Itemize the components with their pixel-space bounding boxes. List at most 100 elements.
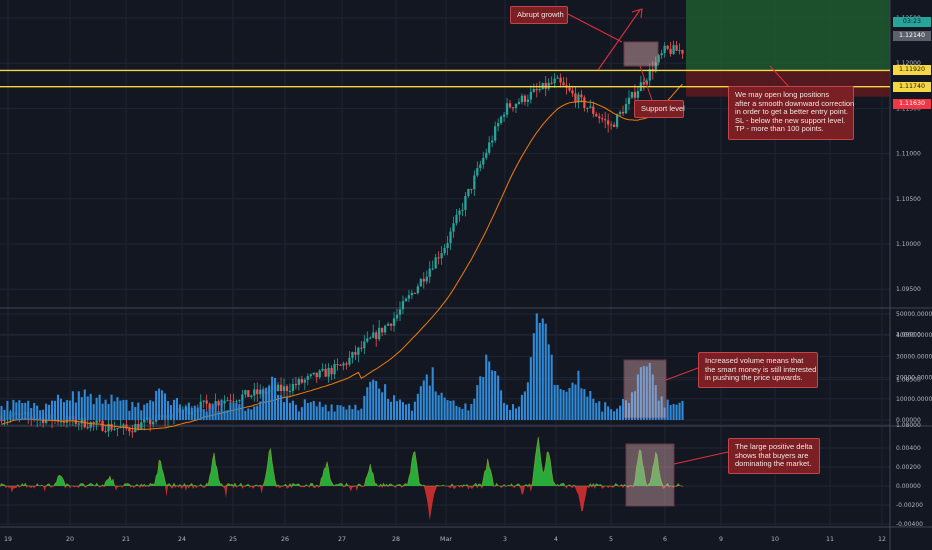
volume-bar-60: [178, 404, 181, 420]
delta-histogram: [0, 436, 684, 521]
candle-body-160: [476, 168, 479, 176]
volume-bar-220: [654, 385, 657, 420]
candle-body-26: [77, 423, 80, 425]
volume-bar-132: [393, 395, 396, 420]
volume-bar-65: [193, 405, 196, 420]
candle-body-131: [389, 323, 393, 326]
candle-body-197: [586, 107, 589, 109]
candle-body-20: [59, 421, 63, 423]
volume-bar-174: [517, 406, 520, 420]
volume-bar-165: [491, 370, 494, 420]
candle-body-220: [654, 62, 657, 72]
candle-body-34: [101, 420, 104, 431]
candle-body-124: [369, 337, 372, 339]
candle-body-199: [592, 106, 595, 115]
delta-note: The large positive delta shows that buye…: [728, 438, 820, 474]
highlight-boxes: [623, 41, 675, 507]
candle-body-205: [610, 124, 613, 126]
ma-line: [1, 83, 683, 431]
volume-bar-28: [83, 389, 86, 420]
volume-bar-104: [309, 402, 312, 420]
volume-bar-200: [595, 402, 598, 420]
volume-bar-227: [675, 404, 678, 420]
candle-body-168: [499, 116, 503, 124]
volume-bar-55: [164, 393, 167, 420]
volume-bar-226: [672, 403, 675, 420]
candle-body-43: [128, 428, 131, 432]
volume-bar-100: [297, 411, 300, 420]
volume-bar-123: [366, 387, 369, 420]
volume-bar-121: [360, 408, 363, 420]
candle-body-132: [392, 318, 396, 326]
candle-body-104: [309, 374, 312, 377]
volume-bar-79: [235, 402, 238, 420]
volume-bar-80: [238, 404, 241, 420]
candle-body-175: [520, 95, 524, 103]
time-tick-label: 12: [878, 536, 886, 543]
volume-tick-label: 20000.00000: [896, 375, 932, 382]
candle-body-224: [666, 45, 669, 49]
volume-bar-122: [363, 395, 366, 420]
volume-bar-193: [574, 384, 577, 420]
candle-body-185: [550, 82, 553, 84]
candle-body-86: [256, 389, 259, 395]
candle-body-116: [345, 363, 348, 365]
volume-bar-212: [630, 392, 633, 420]
volume-bar-68: [202, 409, 205, 420]
volume-tick-label: 30000.00000: [896, 353, 932, 360]
volume-bar-2: [6, 400, 9, 420]
candle-body-209: [621, 111, 625, 114]
volume-bar-13: [39, 410, 42, 420]
volume-bar-40: [119, 400, 122, 420]
volume-bar-4: [12, 399, 15, 420]
candle-body-167: [497, 123, 500, 127]
volume-bar-75: [223, 410, 226, 420]
candle-body-135: [401, 301, 405, 310]
volume-bar-85: [253, 406, 256, 420]
volume-bar-173: [514, 408, 518, 420]
volume-tick-label: 50000.00000: [896, 311, 932, 318]
volume-bar-29: [86, 396, 89, 420]
volume-bar-147: [437, 395, 440, 420]
candle-body-226: [672, 45, 675, 54]
time-tick-label: 21: [122, 536, 130, 543]
price-label-4: 1.11630: [893, 98, 931, 109]
volume-bar-57: [169, 405, 173, 420]
candle-body-96: [285, 386, 289, 392]
candle-body-47: [140, 422, 143, 430]
candle-body-112: [333, 364, 336, 375]
volume-bar-130: [387, 398, 390, 420]
volume-bar-161: [479, 376, 482, 420]
price-label-3: 1.11740: [893, 81, 931, 92]
main-strategy-note: We may open long positions after a smoot…: [728, 86, 854, 140]
candle-body-118: [351, 352, 354, 358]
candle-body-176: [523, 95, 527, 102]
volume-bar-98: [291, 400, 294, 420]
volume-bar-74: [220, 399, 223, 420]
volume-bar-99: [294, 404, 297, 420]
volume-bar-30: [89, 393, 92, 420]
time-tick-label: 4: [554, 536, 558, 543]
volume-bar-183: [544, 323, 547, 420]
volume-bar-150: [446, 400, 449, 420]
volume-bar-24: [71, 391, 74, 420]
volume-bar-45: [134, 406, 137, 420]
volume-bar-108: [321, 406, 324, 420]
volume-bar-225: [669, 404, 672, 420]
candle-body-173: [514, 103, 518, 108]
candle-body-33: [98, 420, 101, 422]
volume-bar-167: [497, 375, 500, 420]
volume-bar-73: [217, 411, 220, 420]
candle-body-119: [354, 352, 357, 355]
volume-bar-86: [256, 405, 259, 420]
candle-body-121: [360, 347, 363, 349]
candle-body-35: [104, 430, 107, 432]
volume-bar-61: [181, 409, 184, 420]
candle-body-126: [375, 332, 378, 340]
candle-body-50: [149, 417, 152, 425]
time-tick-label: 25: [229, 536, 237, 543]
candle-body-225: [669, 48, 672, 54]
volume-bar-199: [592, 398, 595, 420]
volume-bar-43: [128, 410, 131, 420]
